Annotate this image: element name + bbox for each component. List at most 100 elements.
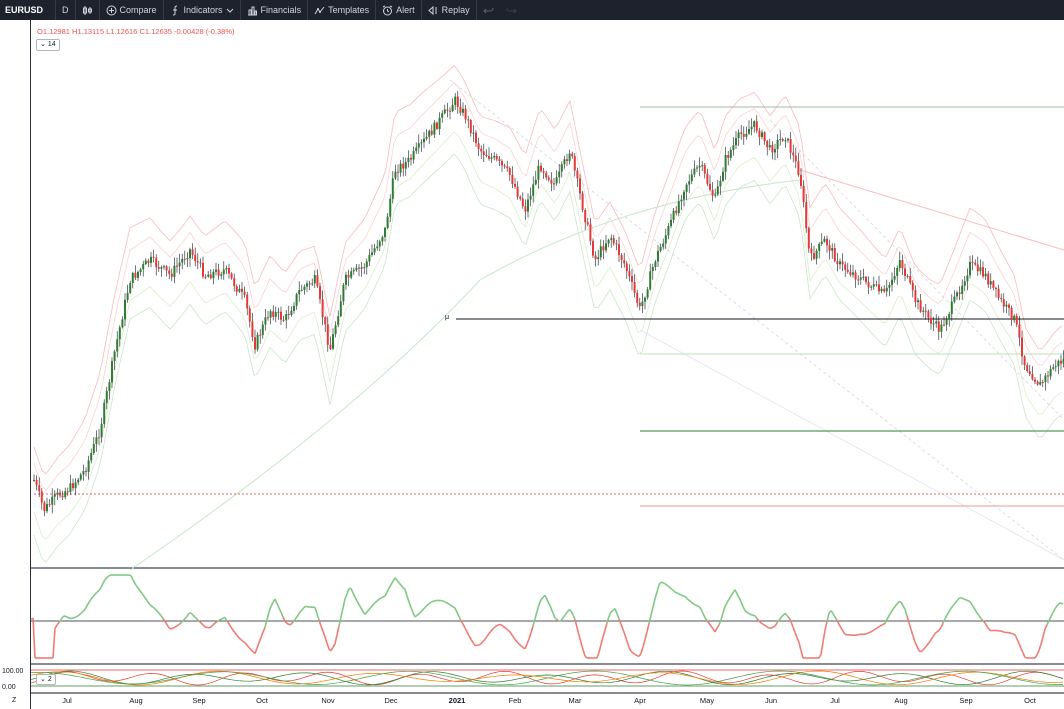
oscillator-line <box>892 606 896 610</box>
candle-body <box>420 142 423 144</box>
replay-button[interactable]: Replay <box>422 0 476 20</box>
templates-button[interactable]: Templates <box>308 0 375 20</box>
oscillator-line <box>440 599 444 602</box>
candle-body <box>428 130 431 137</box>
candle-body <box>506 166 509 169</box>
oscillator-line <box>442 600 446 603</box>
oscillator-line <box>614 608 618 614</box>
drawing-tools-strip[interactable] <box>0 20 31 709</box>
oscillator-line <box>510 632 514 637</box>
time-axis[interactable]: Jul Aug Sep Oct Nov Dec 2021 Feb Mar Apr… <box>31 693 1064 709</box>
candle-body <box>742 134 745 137</box>
oscillator-line <box>384 591 388 597</box>
oscillator-line <box>974 609 978 614</box>
oscillator-line <box>210 624 214 628</box>
oscillator-line <box>290 621 294 625</box>
oscillator-line <box>868 631 872 634</box>
candle-body <box>651 267 654 272</box>
candle-body <box>646 289 649 298</box>
oscillator-line <box>600 636 604 645</box>
oscillator-line <box>182 618 186 622</box>
x-tick-label: Jul <box>62 696 72 705</box>
indicator-period: 14 <box>47 41 56 48</box>
oscillator-line <box>258 637 262 643</box>
oscillator-line <box>94 591 98 595</box>
candle-body <box>215 269 217 272</box>
candle-body <box>839 261 841 265</box>
oscillator-line <box>486 633 490 637</box>
indicators-button[interactable]: Indicators <box>164 0 240 20</box>
candle-body <box>802 185 805 202</box>
oscillator-line <box>546 599 550 605</box>
oscillator-line <box>662 582 666 585</box>
oscillator-line <box>398 582 402 586</box>
candle-body <box>1034 379 1036 382</box>
oscillator-line <box>886 615 890 620</box>
oscillator-line <box>352 592 356 598</box>
oscillator-line <box>374 600 378 604</box>
oscillator-line <box>1018 643 1022 649</box>
oscillator-line <box>944 614 948 620</box>
candle-body <box>779 139 782 141</box>
oscillator-line <box>772 625 776 628</box>
candle-body <box>256 334 259 350</box>
candle-body <box>402 163 405 169</box>
alert-button[interactable]: Alert <box>376 0 421 20</box>
candle-body <box>220 274 223 276</box>
oscillator-line <box>214 620 218 624</box>
oscillator-line <box>314 607 318 614</box>
oscillator-line <box>1024 656 1028 659</box>
redo-button[interactable] <box>500 0 523 20</box>
oscillator-line <box>336 625 340 636</box>
candle-body <box>456 96 459 107</box>
lower-legend-toggle[interactable]: ⌄ 2 <box>36 674 56 685</box>
interval-button[interactable]: D <box>62 5 69 15</box>
oscillator-line <box>184 615 188 620</box>
moving-average-long <box>129 179 801 571</box>
oscillator-line <box>238 637 242 641</box>
oscillator-line <box>478 643 482 646</box>
oscillator-line <box>988 628 992 632</box>
undo-button[interactable] <box>477 0 500 20</box>
compare-button[interactable]: Compare <box>100 0 163 20</box>
oscillator-line <box>596 652 600 659</box>
candle-body <box>269 311 272 318</box>
candle-body <box>631 276 633 282</box>
oscillator-line <box>382 595 386 598</box>
candle-body <box>285 314 288 321</box>
oscillator-line <box>166 624 170 629</box>
x-tick-label: Apr <box>634 696 646 705</box>
candle-body <box>378 241 381 247</box>
indicator-legend-toggle[interactable]: ⌄ 14 <box>36 39 60 51</box>
candle-body <box>397 171 399 173</box>
candle-body <box>35 479 38 486</box>
candle-body <box>324 317 327 325</box>
oscillator-line <box>278 607 282 613</box>
oscillator-line <box>564 612 568 616</box>
oscillator-line <box>914 641 918 647</box>
candle-body <box>789 139 792 153</box>
oscillator-line <box>832 613 836 618</box>
oscillator-line <box>948 607 952 612</box>
symbol-search[interactable]: EURUSD <box>5 5 44 15</box>
candle-body <box>1023 356 1026 366</box>
oscillator-line <box>584 655 588 659</box>
candle-body <box>365 261 368 268</box>
oscillator-line <box>744 610 748 613</box>
oscillator-line <box>826 613 830 622</box>
chart-type-button[interactable] <box>76 0 99 20</box>
candle-body <box>280 311 282 320</box>
oscillator-line <box>792 626 796 633</box>
candle-body <box>571 153 574 157</box>
oscillator-line <box>174 625 178 628</box>
candle-body <box>680 199 683 202</box>
oscillator-line <box>784 612 788 617</box>
candle-body <box>363 267 366 269</box>
oscillator-line <box>568 608 572 612</box>
oscillator-line <box>946 611 950 616</box>
candle-body <box>306 283 308 287</box>
oscillator-line <box>1056 603 1060 607</box>
oscillator-line <box>918 649 922 653</box>
financials-button[interactable]: Financials <box>241 0 308 20</box>
